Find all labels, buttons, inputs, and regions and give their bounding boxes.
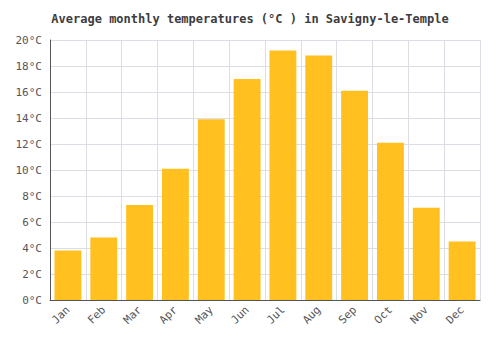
svg-text:Mar: Mar — [121, 303, 144, 326]
svg-text:14°C: 14°C — [16, 112, 43, 125]
svg-text:May: May — [193, 303, 216, 326]
svg-text:Feb: Feb — [85, 303, 108, 326]
svg-text:2°C: 2°C — [22, 268, 42, 281]
svg-text:16°C: 16°C — [16, 86, 43, 99]
svg-text:20°C: 20°C — [16, 34, 43, 47]
svg-text:18°C: 18°C — [16, 60, 43, 73]
svg-text:Dec: Dec — [443, 303, 466, 326]
svg-text:0°C: 0°C — [22, 294, 42, 307]
svg-text:Aug: Aug — [300, 303, 323, 326]
svg-text:Nov: Nov — [408, 303, 431, 326]
svg-text:8°C: 8°C — [22, 190, 42, 203]
svg-text:6°C: 6°C — [22, 216, 42, 229]
svg-text:Oct: Oct — [372, 303, 395, 326]
svg-text:10°C: 10°C — [16, 164, 43, 177]
svg-text:Average monthly temperatures (: Average monthly temperatures (°C ) in Sa… — [51, 12, 448, 26]
svg-text:Jul: Jul — [264, 303, 287, 326]
svg-text:4°C: 4°C — [22, 242, 42, 255]
svg-text:Sep: Sep — [336, 303, 359, 326]
svg-text:Jan: Jan — [49, 303, 72, 326]
svg-text:12°C: 12°C — [16, 138, 43, 151]
svg-text:Apr: Apr — [157, 303, 180, 326]
svg-text:Jun: Jun — [228, 303, 251, 326]
